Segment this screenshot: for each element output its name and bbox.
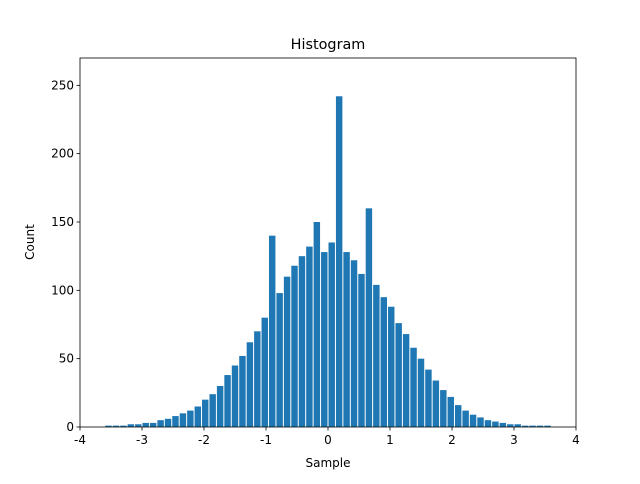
bar <box>202 399 209 427</box>
bar <box>529 425 536 427</box>
bar <box>209 394 216 427</box>
bar <box>283 276 291 427</box>
y-tick-label: 50 <box>59 352 74 366</box>
bar <box>127 424 135 427</box>
bar <box>112 425 120 427</box>
y-tick-label: 150 <box>51 215 74 229</box>
bar <box>521 425 529 427</box>
bar <box>239 355 246 427</box>
bar <box>164 418 172 427</box>
bar <box>395 323 402 427</box>
y-axis-label: Count <box>23 224 37 260</box>
y-tick-label: 250 <box>51 78 74 92</box>
x-tick-label: 1 <box>386 433 394 447</box>
bar <box>298 256 306 427</box>
bar <box>216 386 224 427</box>
bar <box>499 422 507 427</box>
x-tick-label: -3 <box>136 433 148 447</box>
bar <box>231 365 239 427</box>
bar <box>492 421 499 427</box>
bar <box>194 406 202 427</box>
bar <box>440 390 447 427</box>
bar <box>179 413 187 427</box>
bar <box>469 414 477 427</box>
bar <box>172 416 179 427</box>
bar <box>224 375 231 427</box>
bar <box>105 425 112 427</box>
bar <box>410 347 417 427</box>
x-tick-label: -1 <box>260 433 272 447</box>
y-tick-label: 200 <box>51 147 74 161</box>
bar <box>135 424 142 427</box>
x-axis-label: Sample <box>306 456 351 470</box>
bar <box>313 222 321 427</box>
bar <box>432 380 440 427</box>
bar <box>507 424 514 427</box>
y-tick-label: 0 <box>66 420 74 434</box>
bar <box>276 293 283 427</box>
bar <box>365 208 373 427</box>
bar <box>149 422 157 427</box>
bar <box>358 273 365 427</box>
bar <box>425 369 432 427</box>
x-tick-label: -4 <box>74 433 86 447</box>
bar <box>454 405 462 427</box>
bar <box>187 410 194 427</box>
bar <box>462 410 469 427</box>
bar <box>544 425 551 427</box>
bar <box>246 342 254 427</box>
bar <box>268 235 276 427</box>
bar <box>380 297 388 427</box>
bar <box>261 317 268 427</box>
bar <box>328 242 335 427</box>
bar <box>306 246 313 427</box>
bar <box>142 422 149 427</box>
bar <box>350 260 358 427</box>
bar <box>402 334 410 427</box>
chart-title: Histogram <box>291 37 366 53</box>
x-tick-label: 3 <box>510 433 518 447</box>
bar <box>388 306 395 427</box>
bar <box>484 420 492 427</box>
bar <box>321 252 328 427</box>
bar <box>417 358 425 427</box>
bar <box>514 424 521 427</box>
bar <box>477 417 484 427</box>
bar <box>254 331 261 427</box>
x-tick-label: 4 <box>572 433 580 447</box>
bar <box>335 96 343 428</box>
bar <box>447 396 454 427</box>
x-tick-label: 0 <box>324 433 332 447</box>
bar <box>157 420 164 427</box>
x-tick-label: 2 <box>448 433 456 447</box>
bar <box>373 284 380 427</box>
x-tick-label: -2 <box>198 433 210 447</box>
bar <box>536 425 544 427</box>
bar <box>343 252 350 427</box>
y-tick-label: 100 <box>51 283 74 297</box>
bar <box>291 265 298 427</box>
bar <box>120 425 127 427</box>
